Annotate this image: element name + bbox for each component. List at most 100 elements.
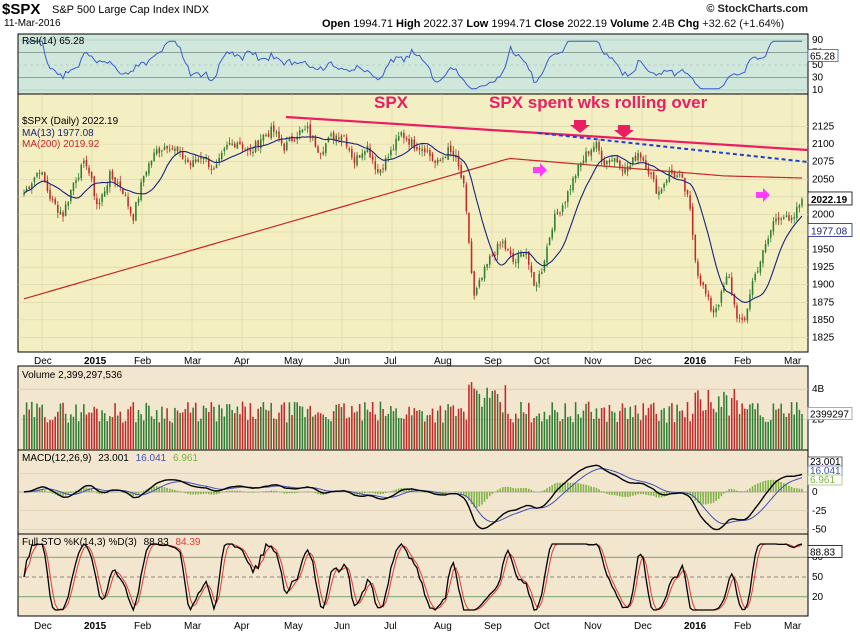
rsi-tick-label: 90: [812, 35, 824, 46]
macd-histogram-bar: [189, 492, 192, 495]
candle-body: [83, 160, 85, 164]
macd-histogram-bar: [598, 489, 600, 492]
candle-body: [64, 204, 67, 217]
macd-histogram-bar: [645, 492, 647, 495]
candle-body: [85, 159, 88, 167]
volume-bar: [218, 404, 220, 450]
candle-body: [155, 149, 158, 155]
volume-last-box: [807, 407, 853, 420]
candle-body: [632, 157, 634, 165]
macd-histogram-bar: [96, 492, 98, 494]
candle-body: [790, 217, 793, 220]
macd-histogram-bar: [621, 492, 624, 497]
volume-bar: [530, 422, 533, 450]
macd-histogram-bar: [730, 488, 733, 492]
volume-bar: [366, 409, 369, 450]
volume-bar: [684, 417, 686, 450]
volume-bar: [158, 422, 161, 450]
candle-body: [361, 153, 364, 158]
candle-body: [317, 146, 319, 153]
macd-histogram-bar: [590, 486, 593, 492]
volume-bar: [790, 402, 793, 450]
macd-histogram-bar: [733, 489, 736, 492]
volume-bar: [174, 407, 176, 450]
volume-bar: [309, 405, 311, 450]
macd-histogram-bar: [574, 483, 577, 492]
macd-histogram-bar: [314, 492, 317, 494]
candle-body: [470, 241, 473, 274]
ticker-symbol: $SPX: [2, 1, 41, 18]
low-value: 1994.71: [491, 18, 532, 30]
month-label-mid: Feb: [134, 356, 152, 367]
volume-bar: [447, 404, 449, 450]
volume-bar: [569, 416, 572, 450]
volume-bar: [481, 406, 483, 450]
candle-body: [671, 169, 673, 174]
month-label-mid: Mar: [184, 356, 202, 367]
volume-bar: [439, 405, 442, 450]
candle-body: [764, 243, 767, 253]
month-label-mid: Dec: [34, 356, 52, 367]
candle-body: [665, 180, 668, 183]
candle-body: [504, 240, 507, 249]
volume-bar: [145, 402, 148, 450]
volume-bar: [559, 421, 561, 450]
volume-bar: [639, 420, 642, 450]
macd-histogram-bar: [377, 492, 379, 495]
volume-bar: [634, 405, 637, 450]
candle-body: [499, 244, 501, 246]
candle-body: [689, 195, 691, 209]
volume-bar: [231, 409, 233, 450]
price-tick-label: 2075: [812, 157, 835, 168]
candle-body: [668, 170, 671, 182]
volume-bar: [598, 418, 600, 450]
rsi-last-label: 65.28: [810, 51, 835, 62]
macd-histogram-bar: [554, 483, 556, 492]
rsi-line: [26, 40, 802, 90]
volume-bar: [486, 387, 488, 450]
volume-bar: [491, 390, 494, 450]
volume-legend: Volume 2,399,297,536: [22, 370, 123, 381]
sto-d-line: [23, 543, 803, 611]
month-label-bottom: Mar: [784, 621, 802, 632]
candle-body: [541, 272, 543, 274]
candle-body: [704, 284, 707, 294]
volume-bar: [538, 413, 540, 450]
macd-histogram-bar: [62, 492, 64, 497]
volume-bar: [460, 408, 462, 450]
candle-body: [158, 148, 161, 153]
peak-arrow-marker: [570, 120, 590, 133]
candle-body: [756, 271, 759, 273]
candle-body: [551, 229, 553, 238]
macd-histogram-bar: [749, 488, 751, 492]
macd-histogram-bar: [231, 490, 233, 492]
volume-bar: [28, 409, 30, 450]
last-price-box: [807, 191, 853, 206]
low-label: Low: [466, 18, 489, 30]
candle-body: [194, 159, 197, 162]
macd-histogram-bar: [361, 492, 364, 494]
volume-bar: [80, 412, 83, 450]
macd-histogram-bar: [483, 492, 486, 502]
volume-bar: [426, 415, 429, 450]
volume-bar: [541, 421, 543, 450]
candle-body: [720, 291, 723, 303]
volume-bar: [561, 419, 564, 450]
volume-bar: [330, 421, 332, 450]
candle-body: [77, 177, 80, 180]
macd-last-label: 23.001: [810, 457, 841, 468]
candle-body: [286, 142, 288, 150]
volume-bar: [176, 410, 179, 450]
macd-last-label: 16.041: [810, 466, 841, 477]
macd-histogram-bar: [85, 487, 88, 492]
macd-histogram-bar: [88, 488, 90, 492]
candle-body: [608, 160, 611, 163]
volume-bar: [754, 409, 756, 450]
macd-histogram-bar: [83, 487, 85, 492]
macd-histogram-bar: [23, 492, 25, 493]
candle-body: [507, 249, 509, 251]
candle-body: [728, 276, 730, 278]
macd-histogram-bar: [743, 491, 746, 492]
volume-bar: [392, 411, 395, 450]
volume-bar: [793, 414, 795, 450]
